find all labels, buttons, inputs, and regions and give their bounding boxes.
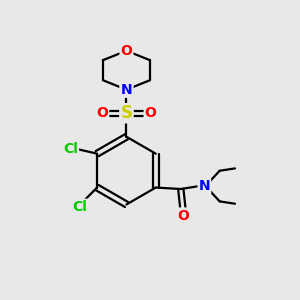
Text: O: O [121, 44, 132, 58]
Text: S: S [120, 104, 132, 122]
Text: O: O [145, 106, 157, 120]
Text: N: N [121, 82, 132, 97]
Text: O: O [96, 106, 108, 120]
Text: O: O [177, 208, 189, 223]
Text: N: N [121, 82, 132, 97]
Text: N: N [199, 179, 210, 193]
Text: Cl: Cl [63, 142, 78, 156]
Text: Cl: Cl [72, 200, 87, 214]
